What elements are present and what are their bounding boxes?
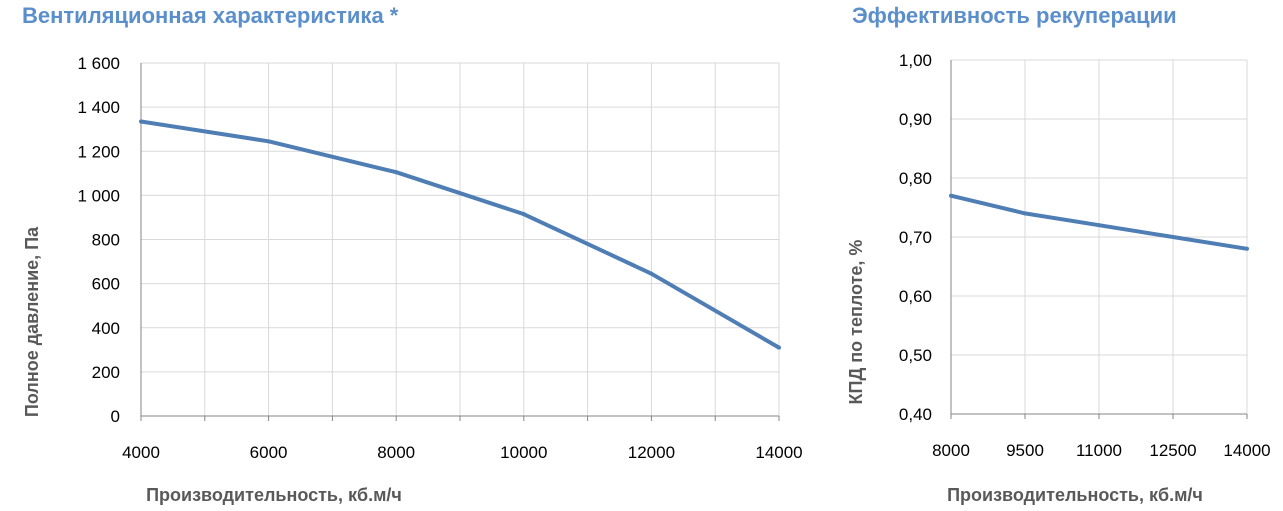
chart2-y-tick-label: 0,60 xyxy=(899,287,932,306)
chart1-x-tick-label: 14000 xyxy=(755,443,802,462)
chart1-y-tick-label: 800 xyxy=(92,231,120,250)
chart1-data-point xyxy=(394,170,399,175)
chart1-y-tick-label: 200 xyxy=(92,363,120,382)
chart1-y-tick-label: 600 xyxy=(92,275,120,294)
chart2-y-tick-label: 0,80 xyxy=(899,169,932,188)
chart2-x-tick-label: 14000 xyxy=(1223,441,1270,460)
chart1-y-tick-label: 1 600 xyxy=(77,54,120,73)
chart1-y-tick-label: 1 000 xyxy=(77,186,120,205)
chart1-x-tick-label: 4000 xyxy=(122,443,160,462)
chart2-y-tick-label: 0,40 xyxy=(899,405,932,424)
chart1-x-axis-title: Производительность, кб.м/ч xyxy=(146,485,402,505)
chart1-x-tick-label: 10000 xyxy=(500,443,547,462)
chart2-y-tick-label: 0,70 xyxy=(899,228,932,247)
chart1-data-point xyxy=(139,119,143,124)
chart1-x-tick-label: 6000 xyxy=(250,443,288,462)
chart2-data-point xyxy=(949,193,953,198)
chart2-y-tick-label: 0,50 xyxy=(899,346,932,365)
chart2-data-point xyxy=(1097,223,1101,228)
chart1-data-point xyxy=(777,345,781,350)
chart1-y-tick-label: 1 400 xyxy=(77,98,120,117)
chart1-series-line xyxy=(140,119,781,350)
chart2-data-point xyxy=(1023,211,1027,216)
chart2-x-tick-label: 12500 xyxy=(1149,441,1196,460)
chart2-data-point xyxy=(1245,246,1249,251)
chart2-x-tick-label: 8000 xyxy=(932,441,970,460)
chart1-data-point xyxy=(266,139,271,144)
chart2-data-point xyxy=(1171,235,1175,239)
chart1-y-tick-label: 400 xyxy=(92,319,120,338)
chart1-y-tick-label: 0 xyxy=(111,407,120,426)
chart1-data-point xyxy=(521,212,526,217)
chart1-title: Вентиляционная характеристика * xyxy=(22,3,399,28)
chart2-y-axis-title: КПД по теплоте, % xyxy=(846,240,866,405)
chart2-y-tick-label: 1,00 xyxy=(899,51,932,70)
chart1-y-tick-label: 1 200 xyxy=(77,142,120,161)
chart1-x-tick-label: 12000 xyxy=(628,443,675,462)
chart1-y-axis-title: Полное давление, Па xyxy=(22,226,42,417)
chart1-x-tick-label: 8000 xyxy=(377,443,415,462)
chart2-x-axis-title: Производительность, кб.м/ч xyxy=(947,485,1203,505)
chart2-x-tick-label: 9500 xyxy=(1006,441,1044,460)
chart2-title: Эффективность рекуперации xyxy=(852,3,1177,28)
chart2-y-tick-label: 0,90 xyxy=(899,110,932,129)
chart2-x-tick-label: 11000 xyxy=(1076,441,1122,460)
chart1-data-point xyxy=(649,271,654,276)
